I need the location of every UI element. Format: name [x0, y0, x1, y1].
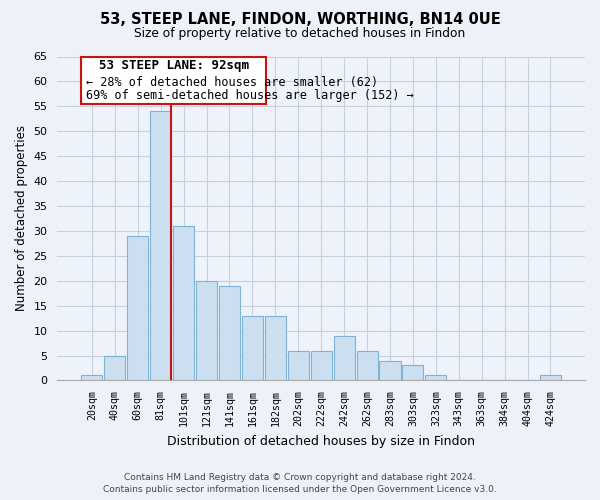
Bar [196, 281, 217, 380]
Y-axis label: Number of detached properties: Number of detached properties [15, 126, 28, 312]
Text: 53 STEEP LANE: 92sqm: 53 STEEP LANE: 92sqm [98, 59, 248, 72]
Bar [265, 316, 286, 380]
Bar [219, 286, 240, 380]
Text: ← 28% of detached houses are smaller (62): ← 28% of detached houses are smaller (62… [86, 76, 377, 89]
Bar [425, 376, 446, 380]
Bar [288, 350, 309, 380]
FancyBboxPatch shape [81, 56, 266, 104]
X-axis label: Distribution of detached houses by size in Findon: Distribution of detached houses by size … [167, 434, 475, 448]
Bar [173, 226, 194, 380]
Bar [379, 360, 401, 380]
Bar [242, 316, 263, 380]
Bar [127, 236, 148, 380]
Bar [356, 350, 377, 380]
Bar [403, 366, 424, 380]
Text: Contains HM Land Registry data © Crown copyright and database right 2024.
Contai: Contains HM Land Registry data © Crown c… [103, 472, 497, 494]
Text: 69% of semi-detached houses are larger (152) →: 69% of semi-detached houses are larger (… [86, 89, 413, 102]
Bar [334, 336, 355, 380]
Bar [540, 376, 561, 380]
Bar [104, 356, 125, 380]
Text: Size of property relative to detached houses in Findon: Size of property relative to detached ho… [134, 28, 466, 40]
Text: 53, STEEP LANE, FINDON, WORTHING, BN14 0UE: 53, STEEP LANE, FINDON, WORTHING, BN14 0… [100, 12, 500, 28]
Bar [150, 112, 171, 380]
Bar [311, 350, 332, 380]
Bar [82, 376, 103, 380]
